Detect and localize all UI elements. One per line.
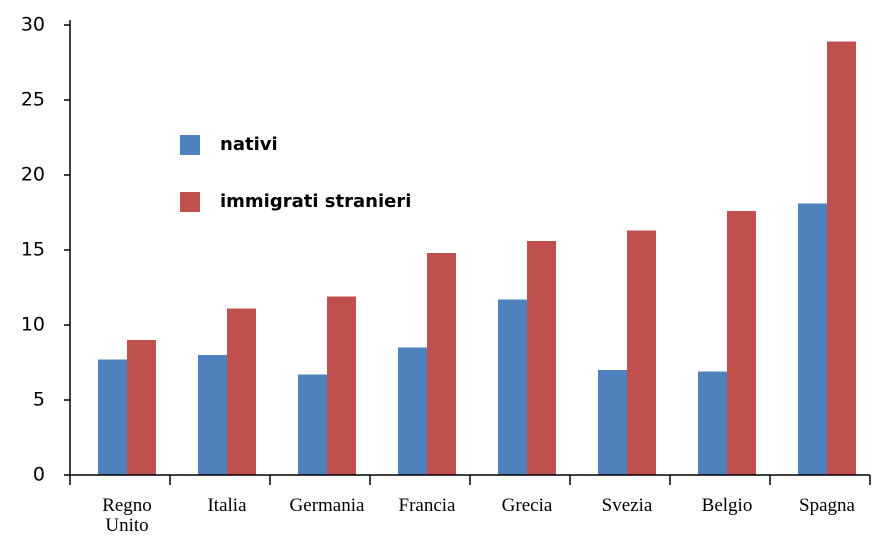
x-tick-label: Spagna <box>799 495 855 516</box>
y-tick-label: 15 <box>21 239 45 261</box>
bar <box>798 203 827 475</box>
bar <box>398 347 427 475</box>
bar <box>527 241 556 475</box>
bar <box>298 374 327 475</box>
x-tick-label: Grecia <box>501 495 553 516</box>
legend-label: immigrati stranieri <box>220 191 411 212</box>
bar <box>327 296 356 475</box>
y-tick-label: 10 <box>21 314 45 336</box>
bar <box>427 253 456 475</box>
bar <box>98 359 127 475</box>
x-tick-label: Regno Unito <box>102 495 152 536</box>
y-tick-label: 30 <box>21 14 45 36</box>
bar <box>598 370 627 475</box>
bar <box>727 211 756 475</box>
y-tick-label: 20 <box>21 164 45 186</box>
bar <box>698 371 727 475</box>
bar <box>827 41 856 475</box>
x-tick-label: Germania <box>289 495 365 516</box>
x-tick-label: Francia <box>398 495 456 516</box>
bar <box>627 230 656 475</box>
bar <box>227 308 256 475</box>
legend-swatch <box>180 192 200 212</box>
x-tick-label: Italia <box>207 495 247 516</box>
bar <box>198 355 227 475</box>
bar <box>498 299 527 475</box>
bar <box>127 340 156 475</box>
x-tick-label: Belgio <box>701 495 753 516</box>
y-tick-label: 5 <box>33 389 45 411</box>
y-tick-label: 25 <box>21 89 45 111</box>
legend-swatch <box>180 135 200 155</box>
x-tick-label: Svezia <box>601 495 653 516</box>
y-tick-label: 0 <box>33 464 45 486</box>
legend-label: nativi <box>220 134 278 155</box>
